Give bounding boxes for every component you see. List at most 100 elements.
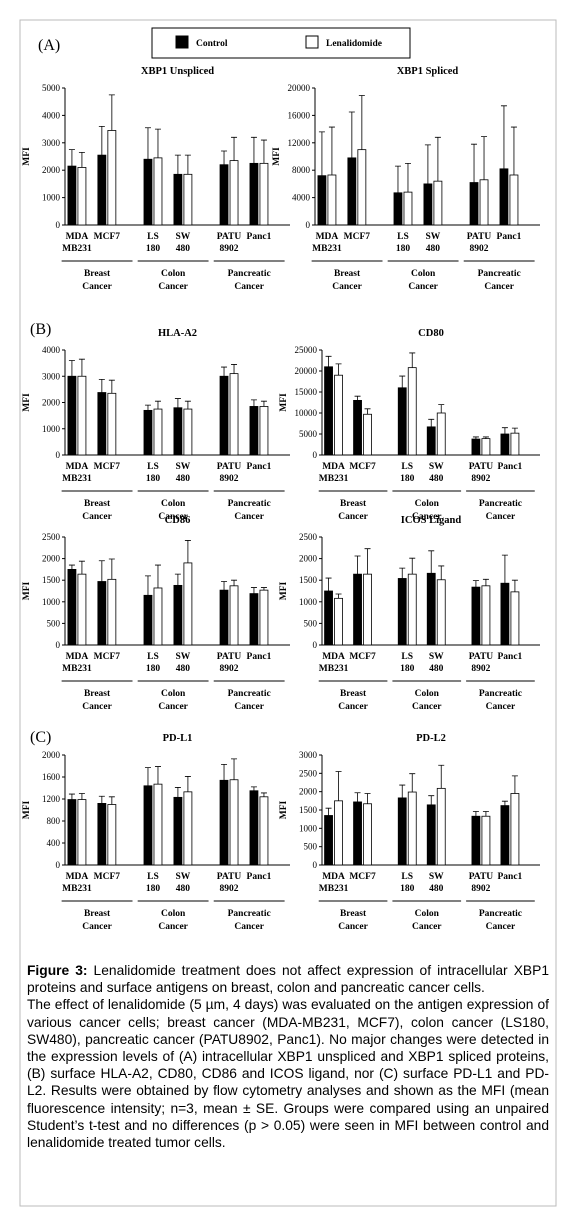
bar [436, 579, 446, 646]
y-tick-label: 12000 [288, 138, 311, 148]
error-bar [78, 358, 85, 377]
y-tick-label: 25000 [295, 345, 318, 355]
bar [436, 787, 446, 866]
error-bar [98, 125, 105, 156]
bar [143, 785, 153, 866]
y-tick-label: 2000 [42, 554, 61, 564]
y-tick-label: 5000 [42, 83, 61, 93]
x-tick-label: SW 480 [176, 232, 191, 254]
error-bar [482, 578, 489, 586]
bar [436, 412, 446, 456]
group-label: Breast Cancer [82, 689, 112, 712]
bar [353, 573, 362, 646]
error-bar [472, 580, 479, 588]
error-bar [335, 363, 342, 376]
y-tick-label: 5000 [299, 429, 318, 439]
x-tick-label: SW 480 [176, 652, 191, 674]
x-tick-label: PATU 8902 [469, 872, 494, 894]
y-tick-label: 2000 [42, 398, 61, 408]
group-label: Pancreatic Cancer [479, 689, 522, 712]
panel-label: (C) [30, 729, 51, 746]
bar [153, 783, 163, 866]
bar [327, 174, 337, 226]
bar [173, 584, 183, 646]
bar [229, 779, 239, 866]
group-label: Breast Cancer [338, 909, 368, 932]
error-bar [335, 593, 342, 599]
y-tick-label: 1500 [299, 575, 318, 585]
bar [77, 375, 87, 456]
bar [153, 157, 163, 226]
error-bar [428, 418, 435, 427]
bar [153, 587, 163, 646]
y-tick-label: 1000 [42, 193, 61, 203]
y-axis-label: MFI [22, 581, 32, 600]
bar [334, 597, 343, 646]
bar [334, 800, 343, 866]
y-tick-label: 4000 [292, 193, 311, 203]
chart-title: ICOS Ligand [401, 515, 462, 526]
y-tick-label: 0 [313, 860, 318, 870]
error-bar [481, 136, 488, 180]
bar [97, 803, 107, 866]
bar [426, 804, 436, 866]
error-bar [184, 400, 191, 410]
y-tick-label: 500 [47, 618, 61, 628]
bar [67, 569, 77, 646]
group-label: Pancreatic Cancer [228, 689, 271, 712]
y-tick-label: 20000 [295, 366, 318, 376]
error-bar [399, 375, 406, 388]
bar [363, 413, 372, 456]
bar [173, 173, 183, 226]
error-bar [364, 548, 371, 575]
y-tick-label: 1500 [299, 805, 318, 815]
bar [259, 162, 269, 226]
bar [324, 590, 333, 646]
error-bar [144, 575, 151, 596]
error-bar [328, 126, 335, 175]
bar [229, 160, 239, 226]
group-label: Breast Cancer [338, 499, 368, 522]
bar [471, 815, 481, 866]
error-bar [318, 131, 325, 176]
error-bar [472, 436, 479, 440]
group-label: Breast Cancer [338, 689, 368, 712]
bar [471, 438, 481, 456]
bar [173, 407, 183, 456]
y-tick-label: 0 [313, 640, 318, 650]
x-tick-label: SW 480 [176, 462, 191, 484]
error-bar [221, 763, 228, 781]
x-tick-label: SW 480 [176, 872, 191, 894]
bar [407, 367, 417, 456]
caption-title: Lenalidomide treatment does not affect e… [27, 963, 549, 996]
bar [426, 426, 436, 456]
error-bar [154, 766, 161, 785]
y-tick-label: 3000 [299, 750, 318, 760]
error-bar [231, 579, 238, 586]
y-tick-label: 16000 [288, 110, 311, 120]
error-bar [438, 565, 445, 580]
x-tick-label: PATU 8902 [217, 232, 242, 254]
chart-title: PD-L1 [163, 733, 193, 744]
bar [97, 581, 107, 646]
error-bar [434, 136, 441, 182]
error-bar [325, 355, 332, 367]
bar [107, 130, 117, 226]
error-bar [78, 560, 85, 575]
error-bar [221, 581, 228, 591]
x-tick-label: PATU 8902 [217, 652, 242, 674]
error-bar [409, 352, 416, 368]
bar [317, 175, 327, 226]
error-bar [98, 795, 105, 804]
bar [77, 799, 87, 866]
y-axis-label: MFI [279, 800, 289, 819]
error-bar [68, 149, 75, 167]
bar [107, 804, 117, 866]
error-bar [108, 796, 115, 805]
group-label: Breast Cancer [82, 499, 112, 522]
x-tick-label: SW 480 [429, 872, 444, 894]
error-bar [78, 793, 85, 800]
y-tick-label: 4000 [42, 345, 61, 355]
y-tick-label: 2500 [299, 532, 318, 542]
y-tick-label: 800 [47, 816, 61, 826]
